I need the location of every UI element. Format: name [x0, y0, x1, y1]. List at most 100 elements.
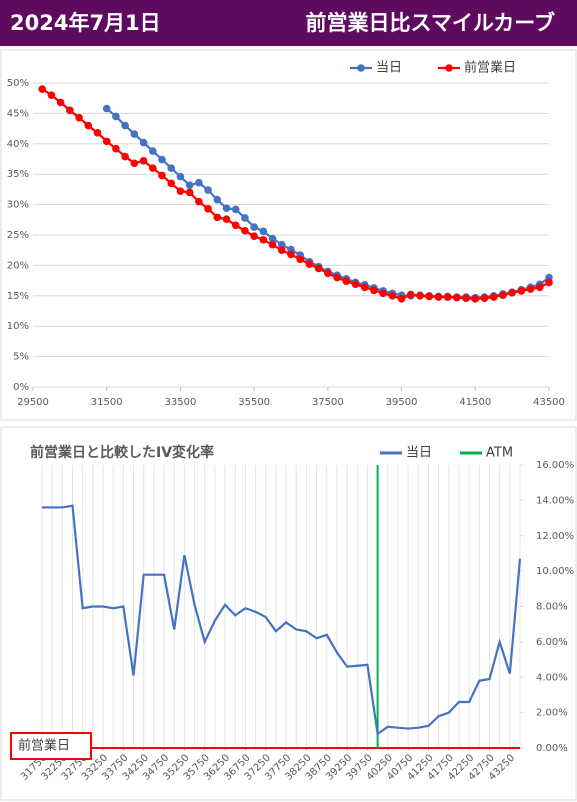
header-title: 前営業日比スマイルカーブ: [306, 11, 555, 35]
marker: [231, 221, 240, 230]
baseline-label-box: [10, 732, 92, 760]
marker: [148, 164, 157, 172]
y-tick-label: 0%: [13, 382, 29, 393]
marker: [517, 287, 526, 295]
marker: [84, 121, 93, 130]
marker: [102, 137, 111, 146]
marker: [397, 295, 406, 303]
series-line: [42, 504, 522, 736]
marker: [333, 273, 341, 282]
legend-label: 当日: [376, 61, 402, 76]
y-tick-label: 50%: [7, 78, 29, 89]
marker: [453, 293, 461, 302]
y-tick-label: 10%: [7, 321, 29, 332]
marker: [406, 290, 415, 299]
y-tick-label: 30%: [7, 200, 29, 211]
marker: [277, 240, 286, 249]
y-tick-label: 35%: [7, 169, 29, 180]
marker: [204, 205, 212, 213]
marker: [489, 293, 498, 301]
y-tick-label: 5%: [13, 352, 29, 363]
marker: [360, 283, 369, 292]
legend-marker: [445, 64, 453, 72]
y2-tick-label: 6.00%: [536, 637, 568, 648]
marker: [130, 130, 139, 138]
marker: [314, 264, 323, 273]
y2-tick-label: 14.00%: [536, 495, 574, 506]
marker: [499, 291, 507, 299]
x-tick-label: 37500: [312, 397, 344, 408]
marker: [148, 147, 157, 155]
legend-label: 前営業日: [464, 60, 516, 76]
marker: [75, 113, 83, 122]
y-tick-label: 15%: [7, 291, 29, 302]
x-tick-label: 33500: [165, 397, 197, 408]
marker: [112, 144, 120, 153]
marker: [112, 112, 120, 121]
marker: [370, 286, 378, 295]
marker: [480, 294, 489, 303]
marker: [416, 292, 424, 300]
y2-tick-label: 16.00%: [536, 460, 574, 471]
marker: [38, 85, 47, 93]
marker: [139, 157, 148, 165]
marker: [443, 293, 452, 301]
legend-marker: [357, 64, 365, 72]
marker: [268, 240, 277, 249]
marker: [167, 164, 176, 172]
marker: [508, 288, 516, 297]
marker: [425, 292, 434, 301]
marker: [56, 98, 65, 107]
marker: [241, 214, 249, 222]
marker: [259, 227, 268, 236]
marker: [167, 179, 176, 188]
marker: [324, 269, 332, 278]
marker: [102, 104, 111, 113]
marker: [158, 171, 166, 180]
marker: [47, 91, 56, 99]
marker: [388, 292, 397, 300]
marker: [535, 283, 544, 292]
y2-tick-label: 4.00%: [536, 672, 568, 683]
marker: [204, 186, 212, 194]
marker: [222, 204, 231, 213]
marker: [176, 187, 185, 196]
marker: [213, 195, 222, 204]
marker: [93, 129, 102, 137]
y2-tick-label: 8.00%: [536, 602, 568, 613]
y-tick-label: 20%: [7, 260, 29, 271]
legend-label: ATM: [486, 446, 513, 461]
y2-tick-label: 10.00%: [536, 566, 574, 577]
x-tick-label: 35500: [238, 397, 270, 408]
y2-tick-label: 2.00%: [536, 708, 568, 719]
marker: [231, 205, 240, 214]
marker: [287, 250, 295, 259]
marker: [66, 106, 74, 115]
chart-frame: [0, 426, 577, 801]
y-tick-label: 45%: [7, 108, 29, 119]
baseline-label: 前営業日: [18, 738, 70, 754]
series-line: [41, 88, 550, 301]
marker: [434, 293, 443, 301]
marker: [526, 285, 535, 293]
y2-tick-label: 0.00%: [536, 743, 568, 754]
marker: [195, 197, 203, 206]
marker: [296, 255, 305, 264]
x-tick-label: 43500: [533, 397, 565, 408]
marker: [305, 260, 314, 268]
marker: [250, 232, 258, 241]
header-band: [0, 0, 577, 46]
marker: [268, 234, 277, 243]
marker: [176, 172, 185, 181]
marker: [158, 155, 166, 164]
marker: [342, 277, 351, 286]
chart-frame: [0, 49, 577, 421]
legend-label: 当日: [406, 446, 432, 461]
marker: [185, 181, 194, 189]
marker: [185, 188, 194, 197]
marker: [250, 223, 258, 231]
marker: [139, 138, 148, 147]
marker: [130, 159, 139, 168]
x-tick-label: 31500: [91, 397, 123, 408]
